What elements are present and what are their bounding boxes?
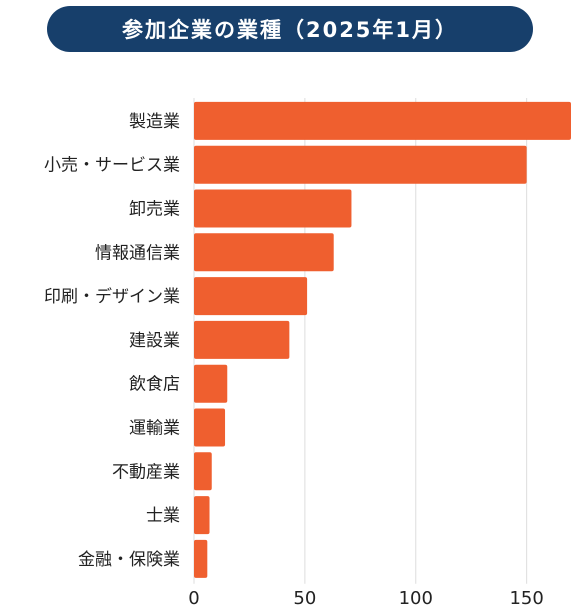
bar	[194, 145, 527, 184]
category-label: 情報通信業	[95, 243, 180, 263]
bar	[194, 189, 352, 228]
bar	[194, 539, 208, 578]
category-label: 建設業	[129, 331, 180, 351]
bar	[194, 233, 334, 272]
category-label: 不動産業	[112, 462, 180, 482]
category-label: 金融・保険業	[78, 550, 180, 570]
bars	[194, 101, 571, 578]
bar	[194, 277, 308, 316]
x-tick-label: 100	[399, 588, 433, 608]
category-label: 卸売業	[129, 200, 180, 220]
x-tick-label: 0	[188, 588, 199, 608]
category-label: 飲食店	[129, 375, 180, 395]
bar	[194, 408, 226, 447]
bar	[194, 364, 228, 403]
category-labels: 製造業小売・サービス業卸売業情報通信業印刷・デザイン業建設業飲食店運輸業不動産業…	[44, 112, 180, 570]
bar	[194, 496, 210, 535]
category-label: 小売・サービス業	[44, 156, 180, 176]
x-axis-ticks: 0 50 100 150	[188, 588, 544, 608]
category-label: 印刷・デザイン業	[44, 286, 180, 307]
x-tick-label: 50	[293, 588, 316, 608]
x-tick-label: 150	[509, 588, 543, 608]
category-label: 運輸業	[129, 419, 180, 439]
bar	[194, 452, 212, 491]
chart-title: 参加企業の業種（2025年1月）	[47, 6, 533, 52]
bar	[194, 320, 290, 359]
category-label: 製造業	[129, 112, 180, 132]
bar	[194, 101, 571, 140]
category-label: 士業	[146, 506, 180, 526]
